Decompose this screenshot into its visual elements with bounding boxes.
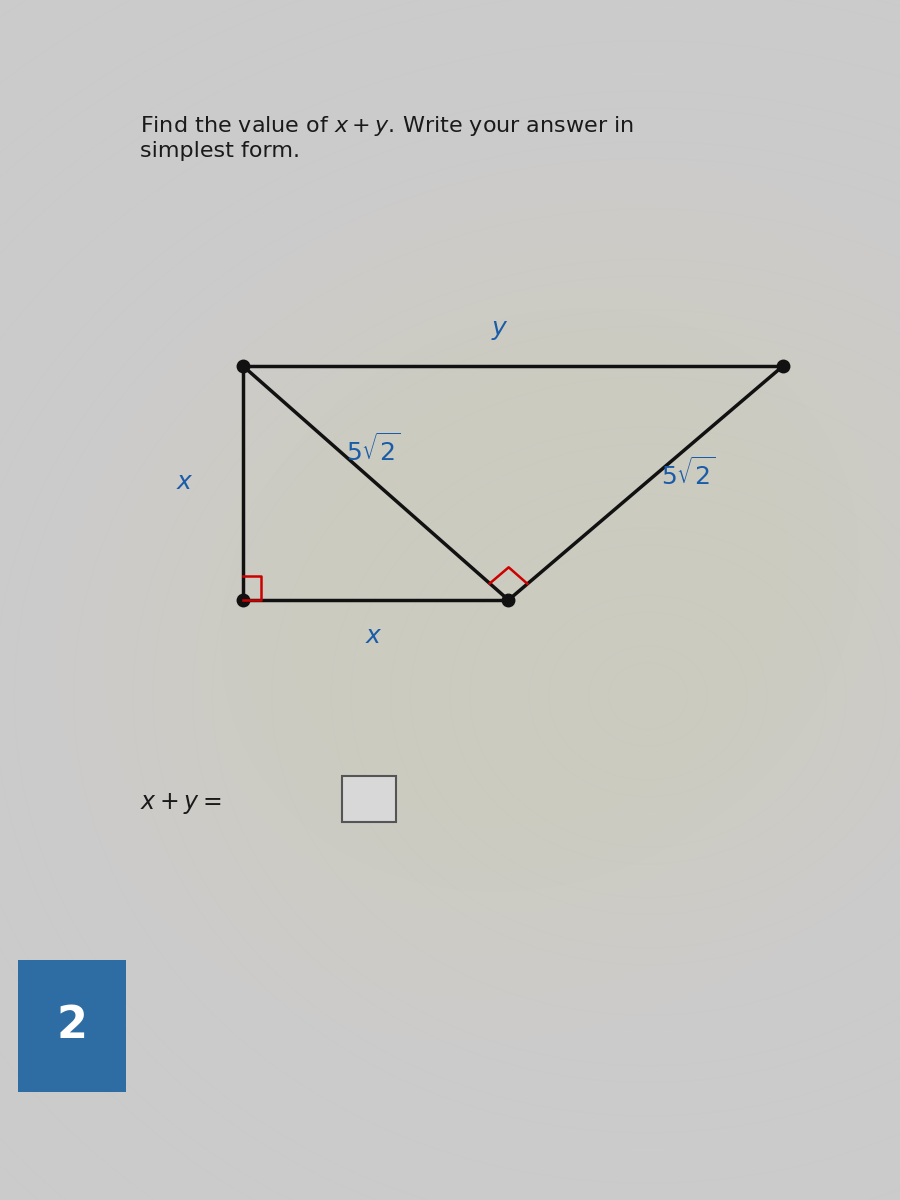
Ellipse shape: [220, 308, 860, 892]
Ellipse shape: [338, 415, 742, 785]
Ellipse shape: [104, 203, 900, 997]
Ellipse shape: [360, 436, 720, 764]
Bar: [342, 776, 396, 822]
Ellipse shape: [81, 181, 900, 1019]
Ellipse shape: [430, 499, 650, 701]
Text: $x$: $x$: [176, 470, 194, 494]
Text: $x$: $x$: [364, 624, 382, 648]
Ellipse shape: [151, 245, 900, 955]
Ellipse shape: [291, 372, 789, 828]
Ellipse shape: [383, 457, 697, 743]
Ellipse shape: [128, 223, 900, 977]
Ellipse shape: [58, 160, 900, 1040]
Ellipse shape: [454, 521, 626, 679]
Ellipse shape: [314, 394, 766, 806]
Text: $5\sqrt{2}$: $5\sqrt{2}$: [346, 433, 400, 467]
Text: 2: 2: [57, 1004, 87, 1048]
Text: Find the value of $x + y$. Write your answer in
simplest form.: Find the value of $x + y$. Write your an…: [140, 114, 634, 161]
Ellipse shape: [244, 330, 836, 870]
Ellipse shape: [407, 479, 673, 721]
Text: $5\sqrt{2}$: $5\sqrt{2}$: [662, 457, 716, 491]
Bar: [18, 960, 126, 1092]
Ellipse shape: [175, 266, 900, 934]
Text: $x + y =$: $x + y =$: [140, 792, 220, 816]
Text: $y$: $y$: [491, 318, 508, 342]
Ellipse shape: [477, 542, 603, 658]
Ellipse shape: [500, 563, 580, 637]
Ellipse shape: [198, 287, 882, 913]
Ellipse shape: [267, 352, 813, 848]
